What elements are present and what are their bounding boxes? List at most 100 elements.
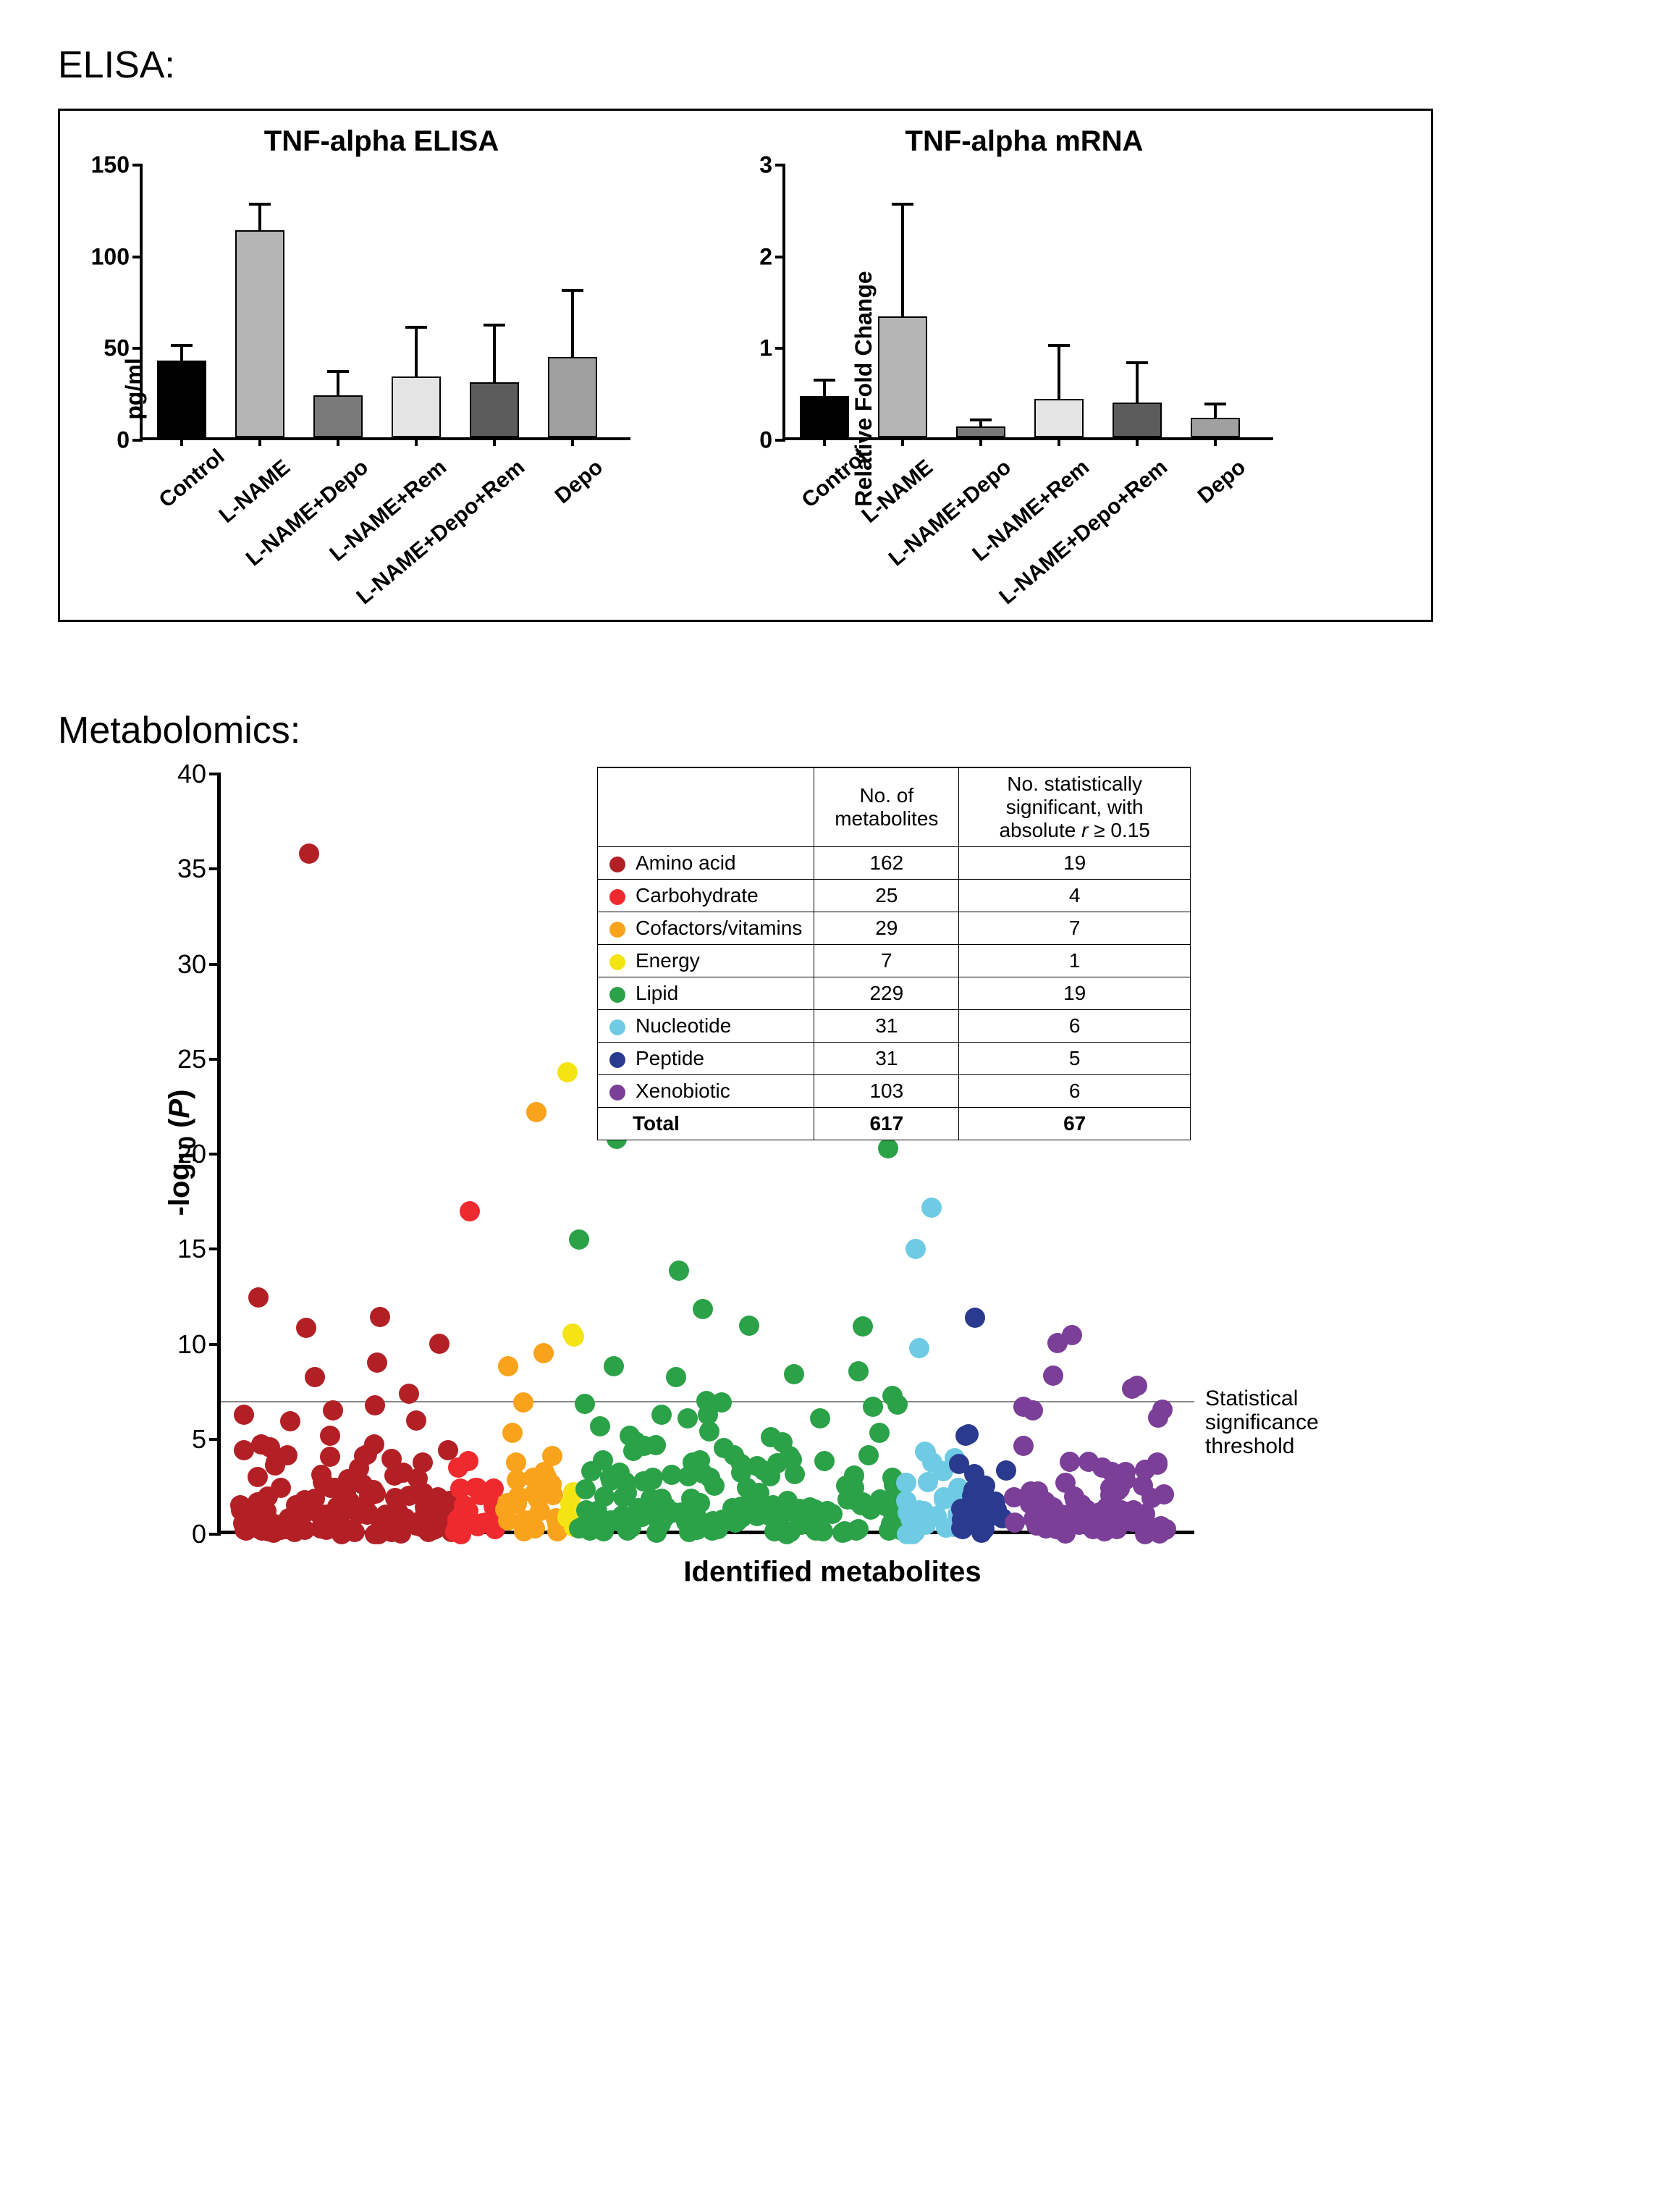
metabolite-dot — [234, 1440, 254, 1460]
metabolite-dot — [332, 1524, 352, 1544]
scatter-ytick-label: 5 — [192, 1424, 206, 1455]
metabolite-dot — [502, 1423, 523, 1443]
metabolite-dot — [370, 1307, 390, 1327]
metabolite-dot — [609, 1463, 630, 1483]
ytick-label: 3 — [759, 152, 772, 179]
metabolite-dot — [393, 1463, 413, 1483]
metabolite-dot — [277, 1445, 297, 1465]
metabolite-dot — [810, 1408, 830, 1429]
metabolite-dot — [996, 1460, 1016, 1481]
metabolite-dot — [853, 1316, 873, 1337]
metabolite-dot — [1021, 1481, 1041, 1502]
metabolite-dot — [784, 1364, 804, 1384]
scatter-plot-area: -log10 (P) 0510152025303540Statisticalsi… — [217, 774, 1194, 1534]
metabolite-dot — [539, 1475, 560, 1495]
metabolite-dot — [569, 1229, 589, 1250]
metabolite-dot — [564, 1326, 584, 1347]
metabolite-dot — [1127, 1376, 1147, 1396]
metabolite-dot — [1125, 1505, 1145, 1526]
metabolite-dot — [1148, 1408, 1168, 1428]
bar — [157, 361, 206, 437]
metabolite-dot — [1079, 1452, 1099, 1472]
metabolite-dot — [822, 1504, 843, 1524]
scatter-ytick-label: 30 — [177, 949, 206, 980]
metabolite-dot — [814, 1451, 835, 1471]
metabolite-dot — [858, 1445, 879, 1465]
bar — [878, 316, 927, 437]
scatter-ytick-label: 15 — [177, 1234, 206, 1264]
metabolite-dot — [460, 1201, 480, 1221]
ytick-label: 50 — [104, 335, 130, 362]
metabolite-dot — [1156, 1519, 1176, 1539]
metabolite-dot — [916, 1442, 936, 1463]
metabolite-dot — [921, 1198, 942, 1218]
metabolite-dot — [1005, 1512, 1025, 1533]
scatter-ytick-label: 25 — [177, 1044, 206, 1074]
bar — [956, 426, 1005, 437]
metabolite-dot — [761, 1427, 781, 1447]
metabolite-dot — [399, 1384, 419, 1404]
metabolite-dot — [305, 1367, 325, 1387]
metabolite-dot — [415, 1497, 435, 1518]
metabolite-dot — [1043, 1366, 1063, 1386]
metabolite-dot — [320, 1447, 340, 1467]
metabolite-dot — [590, 1416, 610, 1436]
metabolite-dot — [526, 1102, 546, 1122]
bar — [800, 396, 849, 437]
metabolite-dot — [498, 1356, 518, 1376]
metabolite-dot — [643, 1468, 663, 1488]
metabolite-dot — [906, 1239, 926, 1259]
metabolite-dot — [391, 1523, 411, 1544]
xlabel: L-NAME+Depo+Rem — [228, 453, 532, 714]
metabolite-dot — [676, 1512, 696, 1532]
metabolite-dot — [367, 1352, 387, 1373]
metabolite-dot — [248, 1467, 268, 1487]
metabolite-dot — [363, 1480, 384, 1500]
ytick-label: 1 — [759, 335, 772, 362]
metabolite-dot — [237, 1505, 257, 1525]
metabolite-dot — [520, 1510, 541, 1531]
scatter-ytick-label: 10 — [177, 1329, 206, 1360]
metabolite-dot — [348, 1503, 368, 1523]
metabolite-dot — [1141, 1488, 1162, 1508]
metabolite-dot — [1060, 1452, 1080, 1472]
metabolite-dot — [1094, 1521, 1115, 1541]
metabolite-dot — [863, 1397, 883, 1417]
ytick-label: 0 — [759, 427, 772, 454]
metabolite-dot — [299, 843, 319, 864]
metabolite-dot — [693, 1299, 713, 1319]
metabolite-dot — [507, 1470, 527, 1490]
bar — [548, 357, 597, 437]
metabolite-dot — [325, 1478, 345, 1498]
barchart-axes: 050100150 — [140, 165, 630, 440]
metabolite-dot — [964, 1464, 984, 1484]
scatter-ytick-label: 35 — [177, 854, 206, 884]
metabolite-dot — [1045, 1518, 1065, 1539]
metabolite-dot — [575, 1479, 596, 1499]
metabolite-dot — [263, 1523, 284, 1543]
metabolite-dot — [774, 1520, 794, 1541]
barchart-title: TNF-alpha mRNA — [725, 125, 1324, 158]
metabolite-dot — [785, 1464, 805, 1484]
metabolite-dot — [882, 1386, 903, 1406]
metabolite-dot — [1013, 1436, 1034, 1456]
xlabel: Control — [798, 453, 862, 513]
metabolite-dot — [1068, 1510, 1088, 1530]
bar — [1191, 418, 1240, 437]
metabolite-dot — [429, 1334, 449, 1354]
barchart-tnf-mrna: TNF-alpha mRNARelative Fold Change0123Co… — [725, 125, 1324, 613]
scatter-ytick-label: 20 — [177, 1139, 206, 1169]
metabolite-dot — [869, 1423, 890, 1443]
elisa-section-title: ELISA: — [58, 43, 1651, 87]
metabolite-dot — [712, 1392, 732, 1413]
metabolomics-scatter: -log10 (P) 0510152025303540Statisticalsi… — [217, 774, 1448, 1589]
scatter-ytick-label: 0 — [192, 1519, 206, 1549]
metabolite-dot — [365, 1395, 385, 1415]
metabolite-dot — [666, 1367, 686, 1387]
metabolite-dot — [832, 1523, 853, 1543]
xlabel: L-NAME+Depo+Rem — [871, 453, 1175, 714]
ytick-label: 0 — [117, 427, 130, 454]
metabolite-dot — [320, 1426, 340, 1446]
scatter-xlabel: Identified metabolites — [217, 1556, 1448, 1589]
elisa-panel-frame: TNF-alpha ELISApg/ml050100150ControlL-NA… — [58, 109, 1433, 622]
